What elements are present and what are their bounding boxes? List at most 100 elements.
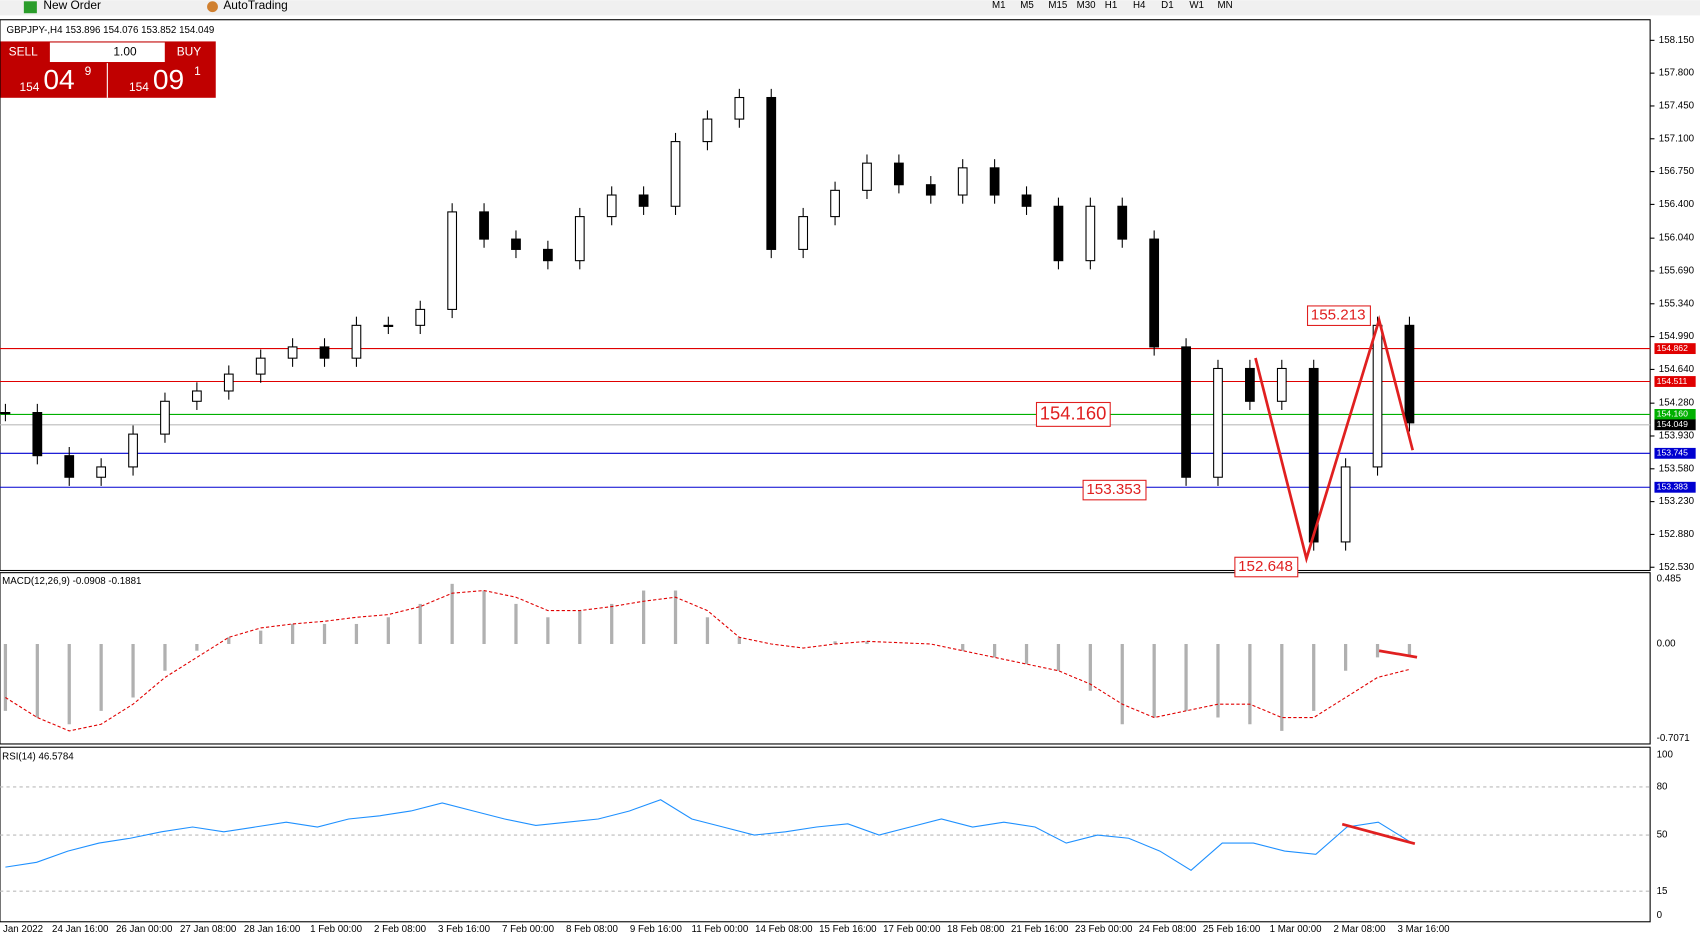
lot-box[interactable] bbox=[49, 42, 165, 63]
candle bbox=[1021, 194, 1032, 207]
candle bbox=[383, 324, 394, 327]
timeframe[interactable]: MN bbox=[1218, 0, 1233, 11]
lots[interactable]: 1.00 bbox=[113, 44, 137, 58]
sell-pips: 04 bbox=[43, 63, 74, 95]
timeframe[interactable]: M1 bbox=[992, 0, 1006, 11]
y-tick-label: 153.580 bbox=[1659, 463, 1695, 474]
y-tick-label: 0.00 bbox=[1657, 639, 1677, 650]
candle bbox=[32, 412, 43, 457]
new-order[interactable]: New Order bbox=[43, 0, 101, 12]
candle bbox=[766, 96, 777, 250]
timeframe[interactable]: M5 bbox=[1020, 0, 1034, 11]
annotation-box bbox=[1082, 479, 1147, 501]
x-tick-label: 1 Feb 00:00 bbox=[310, 924, 363, 935]
y-tick-label: 155.690 bbox=[1659, 266, 1695, 277]
candle bbox=[1117, 205, 1128, 240]
macd-label: MACD(12,26,9) -0.0908 -0.1881 bbox=[2, 576, 141, 587]
x-tick-label: 3 Feb 16:00 bbox=[438, 924, 491, 935]
timeframe[interactable]: D1 bbox=[1161, 0, 1173, 11]
timeframe[interactable]: H1 bbox=[1105, 0, 1117, 11]
icon bbox=[23, 1, 37, 14]
candle bbox=[287, 346, 298, 359]
candle bbox=[925, 184, 936, 196]
buy-frac: 1 bbox=[194, 64, 201, 78]
level-label: 154.511 bbox=[1657, 376, 1688, 386]
y-tick-label: 157.800 bbox=[1659, 68, 1695, 79]
x-tick-label: 24 Feb 08:00 bbox=[1139, 924, 1197, 935]
candle bbox=[1085, 205, 1096, 262]
candle bbox=[0, 412, 11, 415]
y-tick-label: 156.750 bbox=[1659, 166, 1695, 177]
candle bbox=[255, 357, 266, 375]
candle bbox=[734, 96, 745, 120]
candle bbox=[1053, 205, 1064, 262]
rsi-frame bbox=[0, 746, 1651, 923]
y-tick-label: 154.280 bbox=[1659, 398, 1695, 409]
zigzag bbox=[1254, 315, 1415, 564]
y-tick-label: 152.530 bbox=[1659, 562, 1695, 573]
candle bbox=[191, 390, 202, 402]
candle bbox=[606, 194, 617, 218]
x-tick-label: 9 Feb 16:00 bbox=[630, 924, 683, 935]
candle bbox=[1245, 367, 1255, 402]
current-tag bbox=[1654, 419, 1696, 431]
x-tick-label: 26 Jan 00:00 bbox=[116, 924, 173, 935]
candle bbox=[351, 324, 362, 359]
candle bbox=[957, 167, 968, 196]
level-label: 154.160 bbox=[1657, 409, 1688, 419]
price-frame bbox=[0, 19, 1651, 572]
candle bbox=[319, 346, 330, 359]
y-tick-label: 154.640 bbox=[1659, 364, 1695, 375]
annotation: 152.648 bbox=[1238, 558, 1293, 575]
y-tick-label: 100 bbox=[1657, 749, 1674, 760]
y-tick-label: 153.930 bbox=[1659, 431, 1695, 442]
macd-signal bbox=[5, 589, 1410, 732]
candle bbox=[894, 162, 904, 186]
toolbar bbox=[0, 0, 1700, 16]
buy-button[interactable]: BUY bbox=[177, 44, 202, 58]
candle bbox=[1181, 346, 1191, 478]
timeframe[interactable]: M15 bbox=[1048, 0, 1068, 11]
autotrading[interactable]: AutoTrading bbox=[223, 0, 287, 12]
candle bbox=[1340, 466, 1351, 543]
candle bbox=[862, 162, 872, 191]
rsi-label: RSI(14) 46.5784 bbox=[2, 752, 74, 763]
timeframe[interactable]: M30 bbox=[1077, 0, 1097, 11]
candle bbox=[1213, 367, 1223, 478]
sell-big: 154 bbox=[20, 80, 40, 94]
candle bbox=[574, 216, 585, 262]
y-tick-label: -0.7071 bbox=[1657, 733, 1690, 744]
timeframe[interactable]: W1 bbox=[1189, 0, 1204, 11]
sell-button[interactable]: SELL bbox=[9, 44, 39, 58]
level-label: 153.745 bbox=[1657, 448, 1688, 458]
candle bbox=[543, 248, 553, 262]
x-tick-label: 17 Feb 00:00 bbox=[883, 924, 941, 935]
timeframe[interactable]: H4 bbox=[1133, 0, 1146, 11]
candle bbox=[160, 400, 170, 435]
y-tick-label: 158.150 bbox=[1659, 35, 1695, 46]
candle bbox=[447, 211, 458, 310]
candle bbox=[1276, 367, 1287, 402]
y-tick-label: 153.230 bbox=[1659, 496, 1695, 507]
annotation: 153.353 bbox=[1086, 481, 1141, 498]
y-tick-label: 157.450 bbox=[1659, 101, 1695, 112]
level-tag bbox=[1654, 481, 1696, 493]
x-tick-label: 1 Mar 00:00 bbox=[1270, 924, 1323, 935]
x-tick-label: 23 Feb 00:00 bbox=[1075, 924, 1133, 935]
level-tag bbox=[1654, 409, 1696, 420]
annotation-box bbox=[1306, 305, 1371, 326]
candle bbox=[830, 189, 840, 218]
x-tick-label: 2 Mar 08:00 bbox=[1334, 924, 1387, 935]
candle bbox=[638, 194, 649, 207]
x-tick-label: 15 Feb 16:00 bbox=[819, 924, 877, 935]
drawings bbox=[1254, 315, 1418, 846]
y-tick-label: 50 bbox=[1657, 830, 1668, 841]
current-label: 154.049 bbox=[1657, 419, 1688, 429]
candle bbox=[511, 238, 521, 250]
x-tick-label: 2 Feb 08:00 bbox=[374, 924, 427, 935]
candle bbox=[1308, 367, 1319, 543]
candle bbox=[415, 308, 426, 326]
candle bbox=[96, 466, 107, 478]
